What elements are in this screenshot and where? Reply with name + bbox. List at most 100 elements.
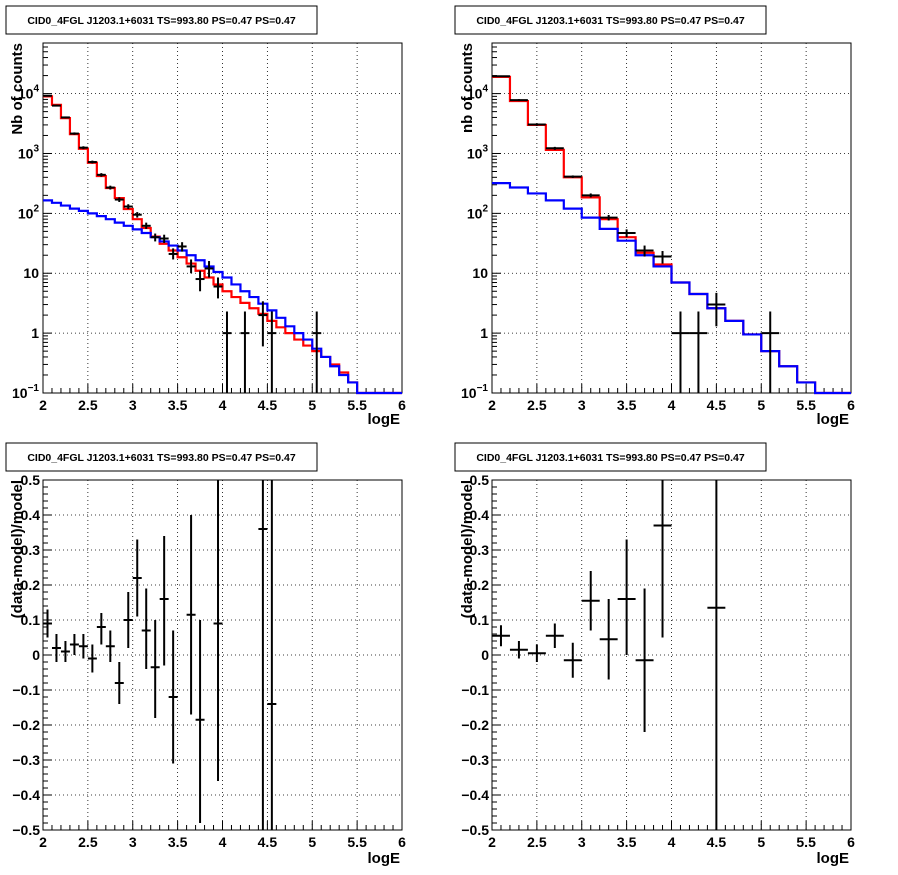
data-point bbox=[545, 146, 564, 150]
chart-title: CID0_4FGL J1203.1+6031 TS=993.80 PS=0.47… bbox=[476, 15, 744, 27]
x-tick-label: 2 bbox=[488, 834, 496, 850]
data-point bbox=[78, 634, 88, 659]
x-tick-label: 6 bbox=[398, 397, 406, 413]
y-tick-label: 10−1 bbox=[461, 383, 488, 401]
x-tick-label: 5.5 bbox=[796, 397, 816, 413]
x-axis-label: logE bbox=[817, 850, 850, 867]
y-tick-label: 0.5 bbox=[470, 472, 490, 488]
data-point bbox=[132, 539, 142, 617]
chart-panel-bottom-right: CID0_4FGL J1203.1+6031 TS=993.80 PS=0.47… bbox=[454, 442, 855, 867]
data-point bbox=[105, 630, 115, 662]
data-point bbox=[60, 116, 70, 119]
data-point bbox=[96, 173, 106, 177]
data-point bbox=[69, 132, 79, 135]
data-point bbox=[96, 613, 106, 645]
chart-title: CID0_4FGL J1203.1+6031 TS=993.80 PS=0.47… bbox=[27, 452, 295, 464]
x-tick-label: 3.5 bbox=[168, 834, 188, 850]
y-tick-label: 0.3 bbox=[21, 542, 41, 558]
data-point bbox=[168, 630, 178, 764]
data-point bbox=[689, 311, 708, 393]
data-point bbox=[123, 204, 133, 210]
data-point bbox=[78, 146, 88, 150]
data-point bbox=[51, 634, 61, 662]
data-point bbox=[43, 609, 52, 638]
data-point bbox=[204, 261, 214, 278]
y-tick-label: 0 bbox=[32, 647, 40, 663]
chart-panel-top-right: CID0_4FGL J1203.1+6031 TS=993.80 PS=0.47… bbox=[454, 5, 855, 428]
data-point bbox=[150, 620, 160, 718]
y-tick-label: 1 bbox=[480, 325, 488, 341]
data-point bbox=[132, 212, 142, 218]
y-tick-base: 10 bbox=[18, 205, 34, 221]
y-tick-label: 104 bbox=[467, 84, 489, 102]
x-tick-label: 4.5 bbox=[707, 834, 727, 850]
data-point bbox=[267, 311, 277, 393]
y-tick-exponent: −1 bbox=[28, 383, 40, 394]
data-point bbox=[141, 222, 151, 229]
data-point bbox=[141, 588, 151, 669]
x-tick-label: 4 bbox=[668, 397, 676, 413]
data-point bbox=[563, 642, 582, 678]
data-point bbox=[222, 311, 232, 393]
y-tick-base: 10 bbox=[18, 86, 34, 102]
y-tick-label: 10 bbox=[472, 265, 488, 281]
y-tick-base: 1 bbox=[480, 325, 488, 341]
y-tick-label: −0.3 bbox=[12, 752, 40, 768]
y-tick-label: 10 bbox=[23, 265, 39, 281]
y-tick-base: 10 bbox=[472, 265, 488, 281]
title-box bbox=[5, 442, 318, 472]
data-point bbox=[509, 99, 528, 102]
series-line-blue bbox=[43, 199, 402, 395]
y-tick-label: 1 bbox=[31, 325, 39, 341]
x-tick-label: 3 bbox=[129, 397, 137, 413]
y-tick-label: −0.1 bbox=[461, 682, 489, 698]
data-point bbox=[707, 480, 726, 830]
y-tick-label: 102 bbox=[18, 203, 40, 221]
y-tick-label: 10−1 bbox=[12, 383, 39, 401]
y-tick-label: −0.5 bbox=[461, 822, 489, 838]
data-point bbox=[635, 245, 654, 257]
data-point bbox=[87, 644, 97, 673]
data-point bbox=[195, 270, 205, 292]
data-point bbox=[43, 94, 52, 97]
data-point bbox=[635, 588, 654, 732]
data-point bbox=[617, 229, 636, 238]
title-box bbox=[5, 5, 318, 35]
x-tick-label: 4.5 bbox=[707, 397, 727, 413]
x-tick-label: 5.5 bbox=[347, 397, 367, 413]
x-tick-label: 5.5 bbox=[796, 834, 816, 850]
data-point bbox=[213, 480, 223, 781]
x-tick-label: 4 bbox=[668, 834, 676, 850]
y-tick-label: 0.1 bbox=[470, 612, 490, 628]
y-tick-label: −0.1 bbox=[12, 682, 40, 698]
chart-title: CID0_4FGL J1203.1+6031 TS=993.80 PS=0.47… bbox=[476, 452, 744, 464]
data-point bbox=[186, 259, 196, 274]
y-tick-label: 0.3 bbox=[470, 542, 490, 558]
data-point bbox=[492, 75, 510, 78]
title-box bbox=[454, 442, 767, 472]
y-tick-label: −0.3 bbox=[461, 752, 489, 768]
data-point bbox=[87, 160, 97, 164]
y-axis-label: (data-model)/model bbox=[9, 480, 26, 618]
data-point bbox=[527, 644, 546, 662]
title-box bbox=[454, 5, 767, 35]
y-tick-base: 10 bbox=[18, 145, 34, 161]
y-axis-label: Nb of counts bbox=[9, 43, 26, 135]
data-point bbox=[177, 242, 187, 252]
x-tick-label: 2.5 bbox=[78, 397, 98, 413]
y-tick-label: −0.5 bbox=[12, 822, 40, 838]
data-point bbox=[599, 214, 618, 221]
y-tick-label: 0.2 bbox=[21, 577, 41, 593]
data-point bbox=[168, 248, 178, 260]
x-axis-label: logE bbox=[368, 411, 401, 428]
data-point bbox=[581, 193, 600, 198]
chart-panel-top-left: CID0_4FGL J1203.1+6031 TS=993.80 PS=0.47… bbox=[5, 5, 406, 428]
x-tick-label: 2 bbox=[39, 834, 47, 850]
x-tick-label: 3 bbox=[578, 834, 586, 850]
y-tick-label: 0.4 bbox=[21, 507, 41, 523]
y-tick-exponent: 2 bbox=[482, 203, 488, 214]
x-tick-label: 2.5 bbox=[527, 397, 547, 413]
data-point bbox=[123, 592, 133, 648]
y-axis-label: (data-model)/model bbox=[459, 480, 476, 618]
y-tick-exponent: 4 bbox=[33, 84, 39, 95]
